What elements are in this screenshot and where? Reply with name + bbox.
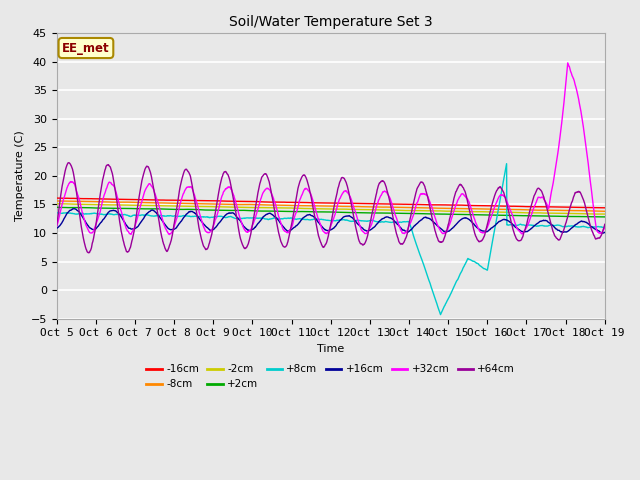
Legend: -16cm, -8cm, -2cm, +2cm, +8cm, +16cm, +32cm, +64cm: -16cm, -8cm, -2cm, +2cm, +8cm, +16cm, +3…	[142, 360, 519, 394]
X-axis label: Time: Time	[317, 344, 344, 354]
Title: Soil/Water Temperature Set 3: Soil/Water Temperature Set 3	[229, 15, 433, 29]
Y-axis label: Temperature (C): Temperature (C)	[15, 131, 25, 221]
Text: EE_met: EE_met	[62, 41, 109, 55]
